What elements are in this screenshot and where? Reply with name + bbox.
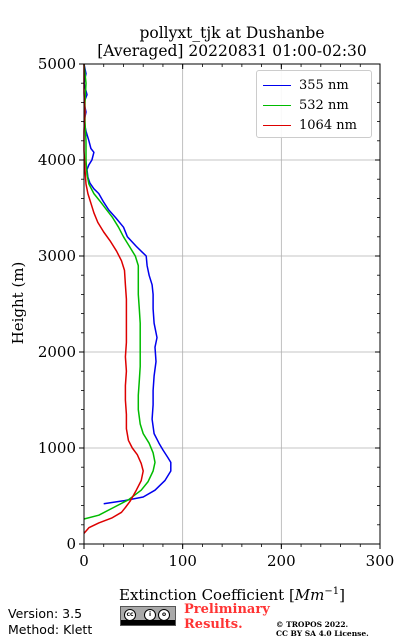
- y-tick-label-2: 2000: [38, 343, 76, 361]
- series-line-0: [83, 63, 172, 505]
- x-tick-label-2: 200: [267, 552, 296, 570]
- chart-title-line1: pollyxt_tjk at Dushanbe: [139, 24, 325, 42]
- legend-label-532: 532 nm: [299, 97, 349, 113]
- y-tick-label-3: 3000: [38, 247, 76, 265]
- preliminary-line1: Preliminary: [184, 602, 270, 617]
- y-tick-label-1: 1000: [38, 439, 76, 457]
- preliminary-line2: Results.: [184, 617, 243, 632]
- chart-axes-frame: [83, 63, 381, 545]
- y-tick-label-0: 0: [66, 535, 76, 553]
- cc-license-badge-icon: cc i o: [120, 606, 176, 626]
- legend-swatch-355: [263, 84, 291, 86]
- chart-title-line2: [Averaged] 20220831 01:00-02:30: [97, 42, 367, 60]
- version-info: Version: 3.5 Method: Klett: [8, 606, 92, 638]
- x-axis-label-unit: Mm: [294, 586, 325, 604]
- legend-swatch-532: [263, 104, 291, 106]
- method-text: Method: Klett: [8, 622, 93, 637]
- x-axis-label-exponent: −1: [324, 586, 340, 597]
- series-line-2: [83, 64, 144, 534]
- x-axis-label-end: ]: [339, 586, 346, 604]
- chart-legend: 355 nm 532 nm 1064 nm: [256, 70, 372, 138]
- chart-ticks: [79, 63, 381, 549]
- legend-item-1064: 1064 nm: [263, 115, 357, 135]
- x-tick-label-1: 100: [168, 552, 197, 570]
- copyright-line1: © TROPOS 2022.: [276, 620, 349, 629]
- legend-label-355: 355 nm: [299, 77, 349, 93]
- version-text: Version: 3.5: [8, 606, 83, 621]
- x-tick-label-0: 0: [79, 552, 89, 570]
- x-axis-label-text: Extinction Coefficient [: [118, 586, 295, 604]
- cc-sa-icon: o: [158, 609, 170, 621]
- cc-badge-bar: [121, 620, 175, 625]
- series-line-1: [83, 63, 156, 520]
- copyright-line2: CC BY SA 4.0 License.: [276, 629, 369, 638]
- chart-series-layer: [83, 63, 172, 534]
- legend-item-532: 532 nm: [263, 95, 349, 115]
- y-axis-label: Height (m): [9, 261, 27, 345]
- y-tick-label-4: 4000: [38, 151, 76, 169]
- x-tick-label-3: 300: [366, 552, 395, 570]
- preliminary-notice: Preliminary Results.: [184, 602, 270, 632]
- y-tick-label-5: 5000: [38, 55, 76, 73]
- legend-label-1064: 1064 nm: [299, 117, 357, 133]
- legend-item-355: 355 nm: [263, 75, 349, 95]
- copyright-notice: © TROPOS 2022. CC BY SA 4.0 License.: [276, 620, 369, 638]
- legend-swatch-1064: [263, 124, 291, 126]
- x-axis-label: Extinction Coefficient [Mm−1]: [119, 586, 345, 604]
